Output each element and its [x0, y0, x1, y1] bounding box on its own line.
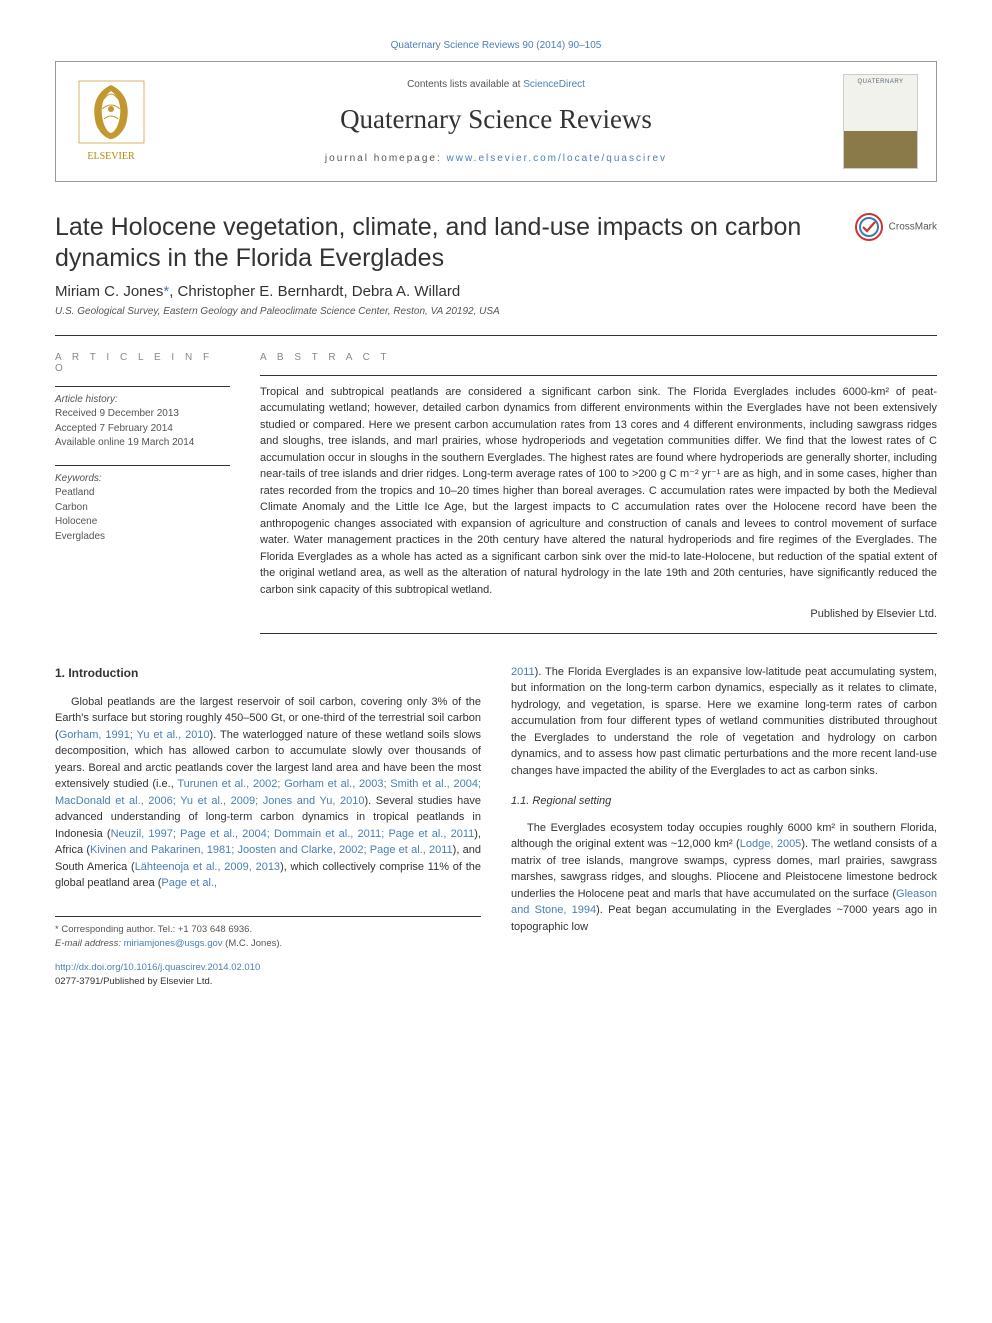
- issue-link[interactable]: Quaternary Science Reviews 90 (2014) 90–…: [391, 40, 602, 51]
- abstract-body: Tropical and subtropical peatlands are c…: [260, 386, 937, 596]
- corresponding-author: * Corresponding author. Tel.: +1 703 648…: [55, 923, 481, 937]
- citation[interactable]: Kivinen and Pakarinen, 1981; Joosten and…: [90, 844, 453, 856]
- abstract-col: A B S T R A C T Tropical and subtropical…: [260, 352, 937, 634]
- intro-para-1: Global peatlands are the largest reservo…: [55, 694, 481, 892]
- text: ). The Florida Everglades is an expansiv…: [511, 666, 937, 777]
- right-column: 2011). The Florida Everglades is an expa…: [511, 664, 937, 990]
- citation[interactable]: Neuzil, 1997; Page et al., 2004; Dommain…: [111, 828, 475, 840]
- keywords-label: Keywords:: [55, 472, 230, 487]
- email-suffix: (M.C. Jones).: [223, 938, 283, 949]
- keyword: Carbon: [55, 501, 230, 516]
- elsevier-logo: ELSEVIER: [74, 79, 149, 164]
- keyword: Holocene: [55, 515, 230, 530]
- intro-heading: 1. Introduction: [55, 664, 481, 682]
- left-column: 1. Introduction Global peatlands are the…: [55, 664, 481, 990]
- abstract-rule-bottom: [260, 633, 937, 634]
- homepage-prefix: journal homepage:: [325, 153, 447, 164]
- regional-setting-heading: 1.1. Regional setting: [511, 793, 937, 810]
- authors: Miriam C. Jones*, Christopher E. Bernhar…: [55, 283, 937, 300]
- sciencedirect-link[interactable]: ScienceDirect: [523, 79, 585, 90]
- citation[interactable]: Lodge, 2005: [740, 838, 802, 850]
- meta-abstract-row: A R T I C L E I N F O Article history: R…: [55, 352, 937, 634]
- regional-para: The Everglades ecosystem today occupies …: [511, 820, 937, 936]
- contents-prefix: Contents lists available at: [407, 79, 523, 90]
- email-line: E-mail address: miriamjones@usgs.gov (M.…: [55, 937, 481, 951]
- keywords-block: Keywords: Peatland Carbon Holocene Everg…: [55, 465, 230, 545]
- body-columns: 1. Introduction Global peatlands are the…: [55, 664, 937, 990]
- abstract-label: A B S T R A C T: [260, 352, 937, 363]
- rule-top: [55, 335, 937, 336]
- accepted: Accepted 7 February 2014: [55, 422, 230, 437]
- citation[interactable]: Gorham, 1991; Yu et al., 2010: [59, 729, 210, 741]
- affiliation: U.S. Geological Survey, Eastern Geology …: [55, 306, 937, 317]
- email-link[interactable]: miriamjones@usgs.gov: [124, 938, 223, 949]
- available-online: Available online 19 March 2014: [55, 436, 230, 451]
- journal-header: ELSEVIER Contents lists available at Sci…: [55, 61, 937, 182]
- page: Quaternary Science Reviews 90 (2014) 90–…: [0, 0, 992, 1030]
- journal-issue-link: Quaternary Science Reviews 90 (2014) 90–…: [55, 40, 937, 51]
- header-center: Contents lists available at ScienceDirec…: [149, 79, 843, 164]
- history-label: Article history:: [55, 393, 230, 408]
- keyword: Peatland: [55, 486, 230, 501]
- keyword: Everglades: [55, 530, 230, 545]
- abstract-text: Tropical and subtropical peatlands are c…: [260, 384, 937, 623]
- article-info-col: A R T I C L E I N F O Article history: R…: [55, 352, 230, 634]
- crossmark-icon: [854, 212, 884, 242]
- crossmark-badge[interactable]: CrossMark: [837, 212, 937, 242]
- authors-list: Miriam C. Jones*, Christopher E. Bernhar…: [55, 283, 460, 300]
- received: Received 9 December 2013: [55, 407, 230, 422]
- elsevier-label: ELSEVIER: [87, 151, 135, 162]
- article-history: Article history: Received 9 December 201…: [55, 386, 230, 451]
- journal-cover-thumb: QUATERNARY: [843, 74, 918, 169]
- article-header: Late Holocene vegetation, climate, and l…: [55, 212, 937, 275]
- issn-line: 0277-3791/Published by Elsevier Ltd.: [55, 976, 212, 987]
- citation[interactable]: Lähteenoja et al., 2009, 2013: [135, 861, 280, 873]
- doi-block: http://dx.doi.org/10.1016/j.quascirev.20…: [55, 961, 481, 990]
- crossmark-label: CrossMark: [889, 222, 937, 233]
- abstract-rule: [260, 375, 937, 376]
- citation[interactable]: Page et al.,: [161, 877, 217, 889]
- article-title: Late Holocene vegetation, climate, and l…: [55, 212, 837, 275]
- email-label: E-mail address:: [55, 938, 124, 949]
- doi-link[interactable]: http://dx.doi.org/10.1016/j.quascirev.20…: [55, 962, 260, 973]
- homepage-link[interactable]: www.elsevier.com/locate/quascirev: [447, 153, 668, 164]
- cover-title: QUATERNARY: [844, 75, 917, 85]
- publisher-line: Published by Elsevier Ltd.: [260, 606, 937, 623]
- journal-title: Quaternary Science Reviews: [149, 104, 843, 135]
- footnotes: * Corresponding author. Tel.: +1 703 648…: [55, 916, 481, 952]
- contents-lists-line: Contents lists available at ScienceDirec…: [149, 79, 843, 90]
- intro-para-2: 2011). The Florida Everglades is an expa…: [511, 664, 937, 780]
- journal-homepage-line: journal homepage: www.elsevier.com/locat…: [149, 153, 843, 164]
- article-info-label: A R T I C L E I N F O: [55, 352, 230, 374]
- citation[interactable]: 2011: [511, 666, 535, 678]
